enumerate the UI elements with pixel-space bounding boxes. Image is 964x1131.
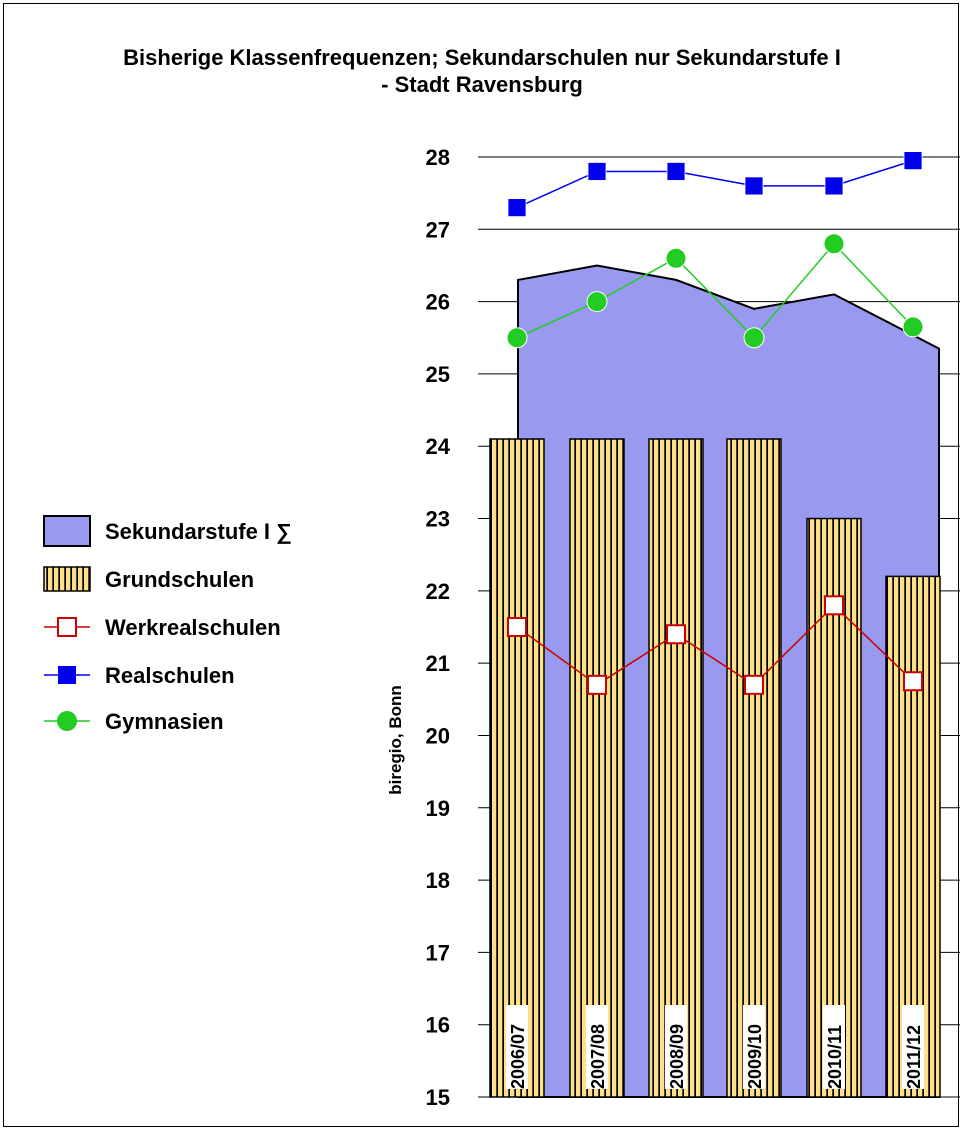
marker-werkrealschulen <box>744 674 764 695</box>
legend-marker-realschulen <box>58 666 76 684</box>
legend-marker-werkrealschulen <box>57 617 77 637</box>
category-label: 2007/08 <box>588 1024 608 1089</box>
marker-gymnasien <box>743 327 765 349</box>
y-tick-label: 17 <box>426 940 450 965</box>
y-tick-label: 28 <box>426 145 450 170</box>
legend-label-realschulen: Realschulen <box>105 663 235 688</box>
marker-gymnasien <box>902 316 924 338</box>
category-label: 2008/09 <box>667 1024 687 1089</box>
y-tick-label: 24 <box>426 434 451 459</box>
category-label: 2010/11 <box>825 1025 845 1089</box>
bar-grundschulen <box>648 438 704 1098</box>
marker-gymnasien <box>586 291 608 313</box>
legend-label-gymnasien: Gymnasien <box>105 709 224 734</box>
marker-realschulen <box>666 162 686 181</box>
category-labels: 2006/07 2007/08 2008/09 2009/10 2010/11 2011/… <box>506 1005 924 1089</box>
marker-realschulen <box>507 198 527 218</box>
line-series <box>506 151 924 695</box>
marker-werkrealschulen <box>507 617 527 637</box>
marker-werkrealschulen <box>824 595 844 616</box>
category-label: 2011/12 <box>904 1025 924 1089</box>
y-tick-label: 15 <box>426 1085 450 1110</box>
marker-gymnasien <box>506 327 528 349</box>
marker-realschulen <box>824 176 844 196</box>
marker-gymnasien <box>665 247 687 269</box>
legend-label-werkrealschulen: Werkrealschulen <box>105 615 281 640</box>
line-gymnasien <box>516 242 914 339</box>
category-label-bg <box>823 1005 845 1089</box>
y-tick-labels: 15 16 17 18 19 20 21 22 23 24 25 26 27 28 <box>426 145 451 1110</box>
marker-realschulen <box>587 162 607 181</box>
y-tick-label: 27 <box>426 217 450 242</box>
category-label-bg <box>586 1005 608 1089</box>
category-label: 2006/07 <box>508 1024 528 1089</box>
bar-grundschulen <box>569 438 625 1098</box>
line-werkrealschulen <box>516 604 914 686</box>
category-label-bg <box>665 1005 687 1089</box>
y-tick-label: 16 <box>426 1013 450 1038</box>
category-label-bg <box>506 1005 528 1089</box>
marker-realschulen <box>903 151 923 171</box>
category-label-bg <box>743 1005 765 1089</box>
bar-grundschulen <box>726 438 782 1098</box>
legend-swatch-sekundarstufe-i- <box>43 515 91 547</box>
y-tick-label: 26 <box>426 290 450 315</box>
y-tick-label: 18 <box>426 868 450 893</box>
marker-gymnasien <box>823 233 845 255</box>
marker-werkrealschulen <box>666 624 686 645</box>
legend: Sekundarstufe I ∑ Grundschulen Werkrealsch… <box>43 515 292 734</box>
line-realschulen <box>516 159 914 209</box>
marker-realschulen <box>744 176 764 196</box>
legend-swatch-grundschulen <box>43 566 91 592</box>
category-label: 2009/10 <box>745 1024 765 1089</box>
bar-grundschulen <box>489 438 545 1098</box>
legend-label-sekundarstufe-i-: Sekundarstufe I ∑ <box>105 519 292 544</box>
marker-werkrealschulen <box>587 674 607 695</box>
y-tick-label: 21 <box>426 651 450 676</box>
marker-werkrealschulen <box>903 671 923 692</box>
y-tick-label: 22 <box>426 579 450 604</box>
y-tick-label: 19 <box>426 796 450 821</box>
y-tick-label: 23 <box>426 507 450 532</box>
y-axis-label: biregio, Bonn <box>386 685 405 795</box>
chart-title-line-1: Bisherige Klassenfrequenzen; Sekundarsch… <box>123 45 841 70</box>
legend-label-grundschulen: Grundschulen <box>105 567 254 592</box>
chart-title: Bisherige Klassenfrequenzen; Sekundarsch… <box>0 44 964 98</box>
chart-title-line-2: - Stadt Ravensburg <box>381 72 583 97</box>
y-tick-label: 20 <box>426 723 450 748</box>
legend-marker-gymnasien <box>57 711 77 731</box>
y-tick-label: 25 <box>426 362 450 387</box>
category-label-bg <box>902 1005 924 1089</box>
